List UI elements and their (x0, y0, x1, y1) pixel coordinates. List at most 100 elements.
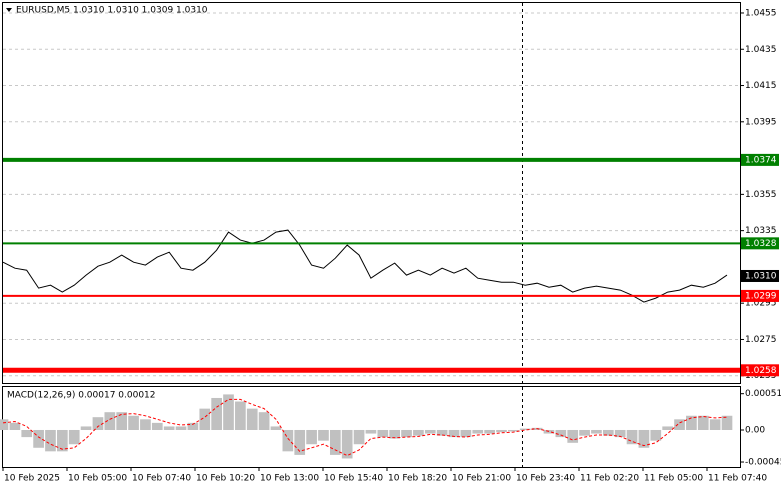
macd-bar (211, 397, 222, 430)
macd-bar (187, 422, 199, 430)
macd-bar (270, 426, 282, 430)
macd-bar (591, 429, 602, 434)
macd-bar (424, 429, 436, 434)
y-tick-label: 0.00 (745, 425, 765, 435)
macd-bar (709, 419, 721, 430)
x-tick-label: 10 Feb 21:00 (452, 474, 511, 484)
x-tick-label: 11 Feb 05:00 (644, 474, 703, 484)
macd-bar (602, 429, 614, 436)
macd-bar (519, 428, 531, 430)
macd-bar (365, 429, 377, 434)
macd-bar (460, 429, 472, 438)
symbol-menu-arrow[interactable] (6, 8, 12, 12)
y-tick-label: 1.0295 (745, 299, 777, 309)
macd-bar (472, 429, 484, 434)
macd-bar (341, 429, 353, 459)
macd-bar (294, 429, 306, 455)
macd-bar (377, 429, 389, 438)
macd-bar (448, 429, 460, 438)
macd-bar (116, 412, 128, 430)
y-tick-label: 1.0275 (745, 335, 777, 345)
macd-bar (80, 426, 92, 430)
macd-bar (555, 429, 567, 438)
x-tick-label: 10 Feb 2025 (4, 474, 60, 484)
signal-line (2, 398, 728, 457)
macd-bar (282, 429, 294, 452)
x-tick-label: 10 Feb 13:00 (260, 474, 319, 484)
level-label: 1.0258 (745, 366, 777, 376)
y-tick-label: 1.0335 (745, 226, 777, 236)
macd-bar (57, 429, 68, 452)
macd-bar (318, 429, 329, 441)
macd-bar (306, 429, 317, 445)
macd-bar (128, 415, 139, 430)
macd-bar (175, 426, 187, 430)
current-price-box (741, 269, 779, 282)
macd-bar (258, 412, 270, 430)
y-tick-label: -0.00045 (745, 458, 781, 468)
macd-bar (68, 429, 80, 445)
macd-bar (413, 429, 424, 436)
x-tick-label: 11 Feb 07:40 (708, 474, 767, 484)
macd-bar (496, 429, 507, 433)
level-label-box (741, 289, 779, 302)
macd-bar (0, 419, 9, 430)
macd-bar (353, 429, 365, 445)
x-tick-label: 10 Feb 18:20 (388, 474, 447, 484)
macd-bar (614, 429, 626, 438)
macd-bar (45, 429, 56, 452)
macd-bar (92, 417, 104, 430)
chart-title: EURUSD,M5 1.0310 1.0310 1.0309 1.0310 (16, 6, 208, 16)
x-tick-label: 10 Feb 07:40 (132, 474, 191, 484)
y-tick-label: 1.0435 (745, 45, 777, 55)
price-pane-frame (2, 2, 741, 384)
macd-bar (21, 429, 33, 438)
macd-bar (567, 429, 579, 443)
macd-bar (33, 429, 44, 448)
macd-bar (246, 408, 258, 430)
macd-bar (329, 429, 341, 455)
level-label: 1.0299 (745, 291, 777, 301)
macd-bar (508, 429, 519, 432)
level-label-box (741, 237, 779, 250)
macd-bar (389, 429, 401, 439)
y-tick-label: 1.0415 (745, 81, 777, 91)
macd-bar (151, 422, 163, 430)
current-price-label: 1.0310 (745, 271, 777, 281)
macd-bar (199, 408, 211, 430)
macd-bar (638, 429, 650, 448)
level-label: 1.0328 (745, 239, 777, 249)
macd-bar (436, 429, 448, 436)
macd-bar (104, 412, 116, 430)
macd-bar (140, 419, 151, 430)
macd-bar (401, 429, 412, 438)
y-tick-label: 1.0355 (745, 190, 777, 200)
y-tick-label: 1.0455 (745, 8, 777, 18)
macd-bar (543, 429, 555, 434)
macd-bar (9, 422, 21, 430)
macd-bar (223, 394, 234, 430)
macd-bar (721, 415, 733, 430)
macd-title: MACD(12,26,9) 0.00017 0.00012 (7, 391, 156, 401)
macd-bar (686, 415, 697, 430)
y-tick-label: 1.0395 (745, 117, 777, 127)
macd-bar (235, 401, 246, 430)
level-label-box (741, 153, 779, 166)
x-tick-label: 10 Feb 15:40 (324, 474, 383, 484)
macd-bar (163, 426, 175, 430)
level-label: 1.0374 (745, 155, 777, 165)
y-tick-label: 0.00051 (745, 389, 781, 399)
macd-bar (626, 429, 638, 445)
x-tick-label: 10 Feb 23:40 (516, 474, 575, 484)
x-tick-label: 10 Feb 05:00 (68, 474, 127, 484)
x-tick-label: 10 Feb 10:20 (196, 474, 255, 484)
x-tick-label: 11 Feb 02:20 (580, 474, 639, 484)
level-label-box (741, 364, 779, 377)
macd-bar (674, 419, 685, 430)
price-line (2, 229, 728, 303)
macd-bar (484, 429, 495, 434)
macd-bar (697, 415, 709, 430)
macd-bar (579, 429, 590, 436)
